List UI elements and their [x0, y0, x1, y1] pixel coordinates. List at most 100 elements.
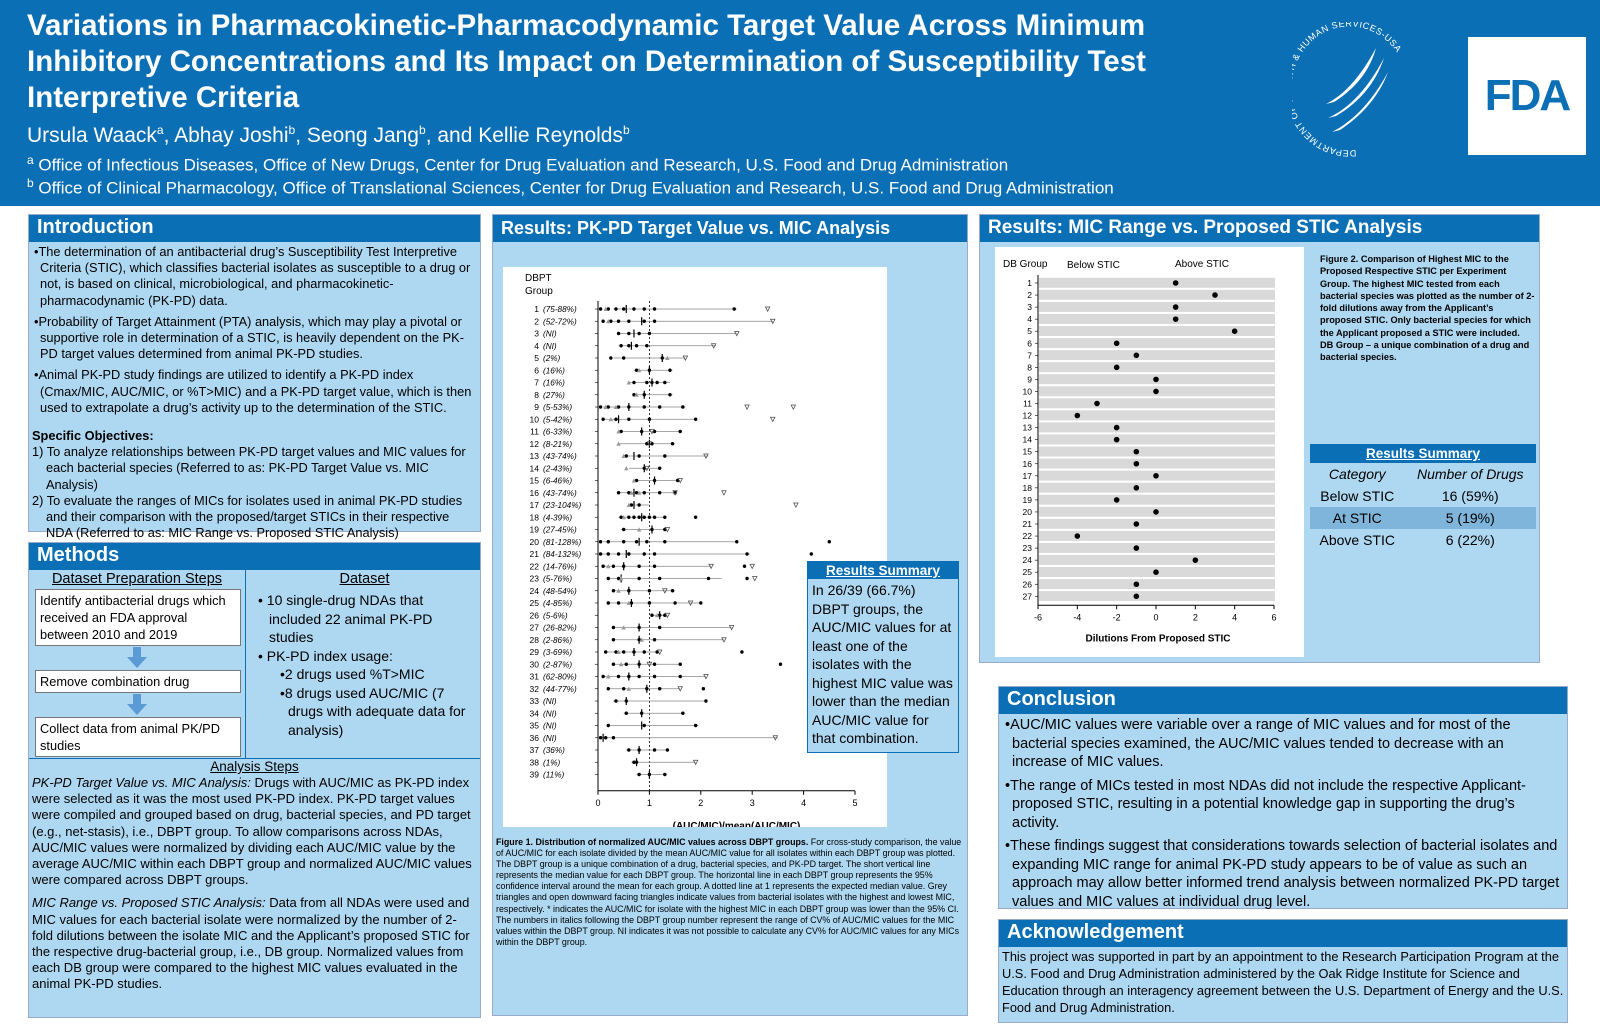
- group-cv-label: (14-76%): [543, 562, 577, 571]
- results1-summary-title: Results Summary: [808, 562, 958, 579]
- data-point: [704, 699, 708, 703]
- analysis-step-2-body: Data from all NDAs were used and MIC val…: [32, 895, 470, 992]
- group-cv-label: (52-72%): [543, 317, 577, 326]
- data-point: [735, 540, 739, 544]
- x-tick-label: 4: [1232, 612, 1237, 622]
- group-label: 25: [1023, 567, 1033, 577]
- data-point: [601, 417, 605, 421]
- lowest-mic-marker: [672, 490, 678, 496]
- data-point: [1192, 557, 1199, 563]
- group-label: 14: [530, 463, 540, 473]
- data-point: [693, 723, 698, 728]
- data-point: [732, 307, 736, 311]
- group-label: 18: [1023, 483, 1033, 493]
- lowest-mic-marker: [646, 661, 653, 668]
- highest-mic-marker: [616, 441, 621, 446]
- lowest-mic-marker: [677, 478, 684, 484]
- y-axis-label: DBPT: [525, 273, 552, 284]
- group-label: 10: [1023, 386, 1033, 396]
- group-label: 11: [1023, 399, 1032, 409]
- data-point: [650, 380, 654, 385]
- data-point: [657, 625, 662, 630]
- group-band: [1039, 554, 1275, 565]
- data-point: [645, 540, 649, 544]
- group-cv-label: (NI): [543, 697, 557, 706]
- figure2-chart-area: DB Group Below STIC Above STIC 1 2 3 4 5 6 7 8 9 10 1…: [995, 247, 1304, 657]
- x-tick-label: 4: [801, 798, 806, 808]
- group-band: [1039, 482, 1275, 493]
- x-tick-label: -4: [1073, 612, 1081, 622]
- figure1-caption: Figure 1. Distribution of normalized AUC…: [496, 837, 962, 948]
- results1-summary-box: Results Summary In 26/39 (66.7%) DBPT gr…: [807, 561, 959, 753]
- data-point: [681, 405, 685, 409]
- group-label: 2: [534, 316, 539, 326]
- group-label: 12: [1023, 411, 1033, 421]
- results2-summary-title: Results Summary: [1310, 444, 1536, 463]
- data-point: [745, 576, 749, 581]
- lowest-mic-marker: [677, 686, 684, 692]
- lowest-mic-marker: [751, 576, 758, 582]
- data-point: [657, 687, 662, 691]
- figure2-caption: Figure 2. Comparison of Highest MIC to t…: [1320, 254, 1535, 363]
- acknowledgement-panel: Acknowledgement This project was support…: [998, 919, 1568, 1023]
- author-sup: b: [288, 123, 296, 137]
- group-cv-label: (36%): [543, 746, 565, 755]
- group-label: 1: [534, 304, 539, 314]
- data-point: [1153, 473, 1159, 479]
- dataset-subitem-text: 8 drugs used AUC/MIC (7 drugs with adequ…: [284, 684, 466, 738]
- group-label: 4: [534, 341, 539, 351]
- data-point: [598, 405, 603, 409]
- group-label: 3: [534, 329, 539, 339]
- data-point: [624, 699, 628, 703]
- data-point: [637, 564, 641, 568]
- data-point: [642, 723, 646, 728]
- dataset-item-text: PK-PD index usage:: [266, 647, 393, 664]
- group-label: 7: [1027, 350, 1032, 360]
- group-band: [1039, 326, 1275, 336]
- dataset-subitem: •2 drugs used %T>MIC: [280, 666, 425, 682]
- lowest-mic-marker: [703, 674, 709, 680]
- affiliation-b-sup: b: [27, 176, 34, 190]
- table-row: Below STIC 16 (59%): [1310, 485, 1536, 507]
- group-label: 22: [1023, 531, 1033, 541]
- x-axis-label: Dilutions From Proposed STIC: [1085, 633, 1230, 644]
- analysis-step-2: MIC Range vs. Proposed STIC Analysis: Da…: [29, 889, 480, 992]
- x-tick-label: 0: [595, 798, 600, 808]
- conclusion-bullet-text: The range of MICs tested in most NDAs di…: [1010, 777, 1526, 831]
- table-header-cell: Category: [1328, 466, 1386, 482]
- data-point: [606, 576, 610, 581]
- data-point: [645, 380, 649, 385]
- table-cell: 16 (59%): [1441, 488, 1499, 504]
- group-band: [1039, 446, 1275, 457]
- group-cv-label: (6-33%): [543, 428, 572, 437]
- intro-bullet: •Probability of Target Attainment (PTA) …: [34, 313, 464, 362]
- group-band: [1039, 277, 1275, 288]
- data-point: [650, 527, 654, 532]
- data-point: [611, 662, 616, 666]
- data-point: [614, 417, 618, 421]
- lowest-mic-marker: [728, 625, 735, 631]
- x-tick-label: 1: [647, 798, 652, 808]
- data-point: [642, 319, 646, 323]
- introduction-body: •The determination of an antibacterial d…: [29, 242, 480, 543]
- data-point: [634, 491, 639, 495]
- data-point: [647, 515, 652, 519]
- data-point: [604, 736, 608, 740]
- table-cell: Above STIC: [1319, 532, 1395, 548]
- data-point: [609, 319, 613, 323]
- conclusion-bullet: •These findings suggest that considerati…: [1005, 838, 1560, 910]
- data-point: [1133, 581, 1140, 588]
- y-axis-label: Group: [525, 286, 553, 297]
- data-point: [1133, 593, 1140, 600]
- group-cv-label: (6-46%): [543, 477, 572, 486]
- data-point: [614, 650, 618, 654]
- data-point: [598, 307, 603, 311]
- group-cv-label: (2-87%): [543, 660, 572, 669]
- dataset-column: Dataset • 10 single-drug NDAs that inclu…: [247, 570, 482, 758]
- data-point: [1133, 545, 1140, 551]
- group-label: 37: [530, 745, 540, 755]
- group-cv-label: (5-6%): [543, 611, 568, 620]
- data-point: [647, 772, 652, 777]
- affiliation-a-text: Office of Infectious Diseases, Office of…: [38, 155, 1009, 175]
- intro-bullet-text: The determination of an antibacterial dr…: [38, 244, 471, 308]
